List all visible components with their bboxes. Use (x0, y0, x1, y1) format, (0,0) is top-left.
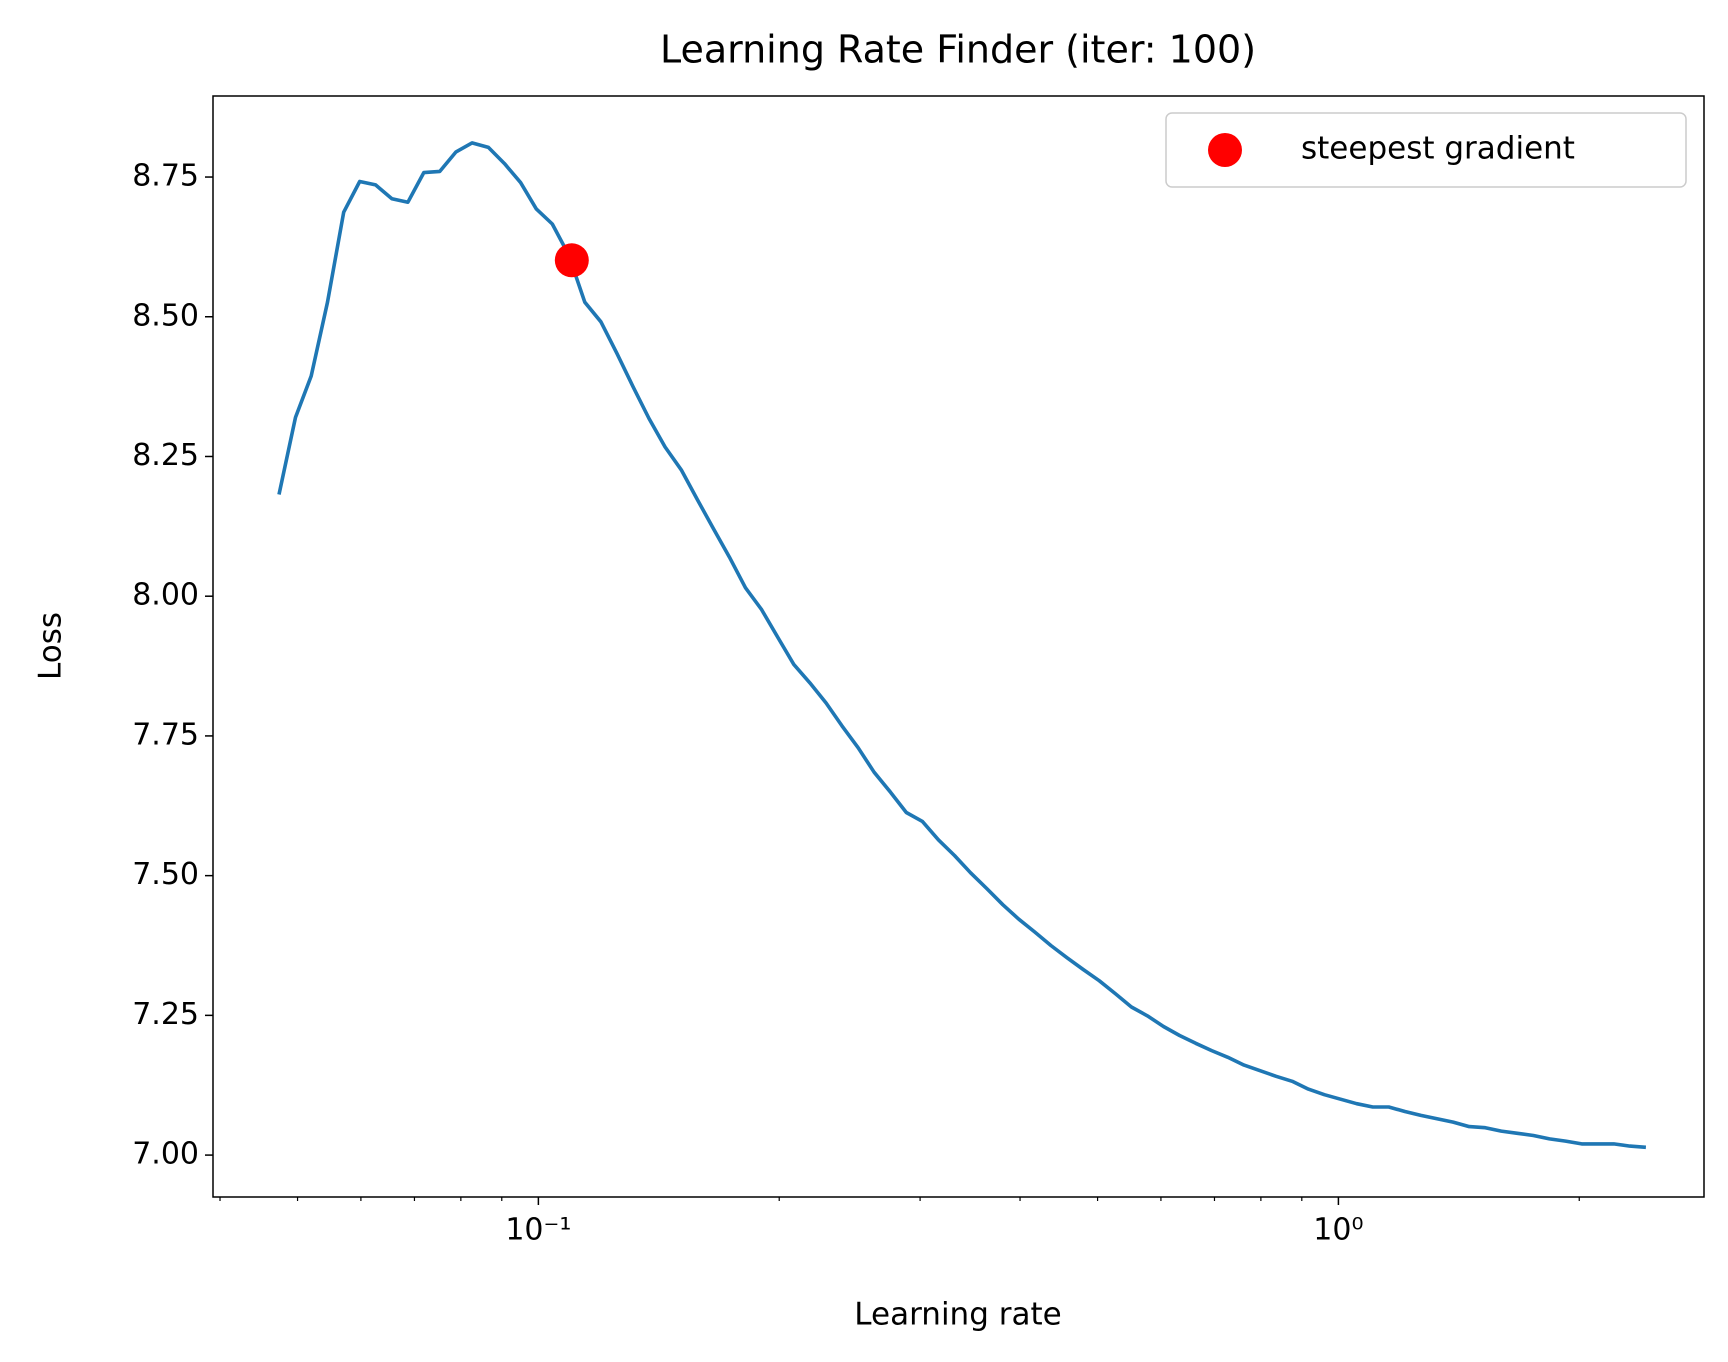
y-tick-label: 7.50 (132, 857, 199, 892)
y-tick-label: 8.25 (132, 438, 199, 473)
y-tick-label: 7.75 (132, 717, 199, 752)
legend-marker (1208, 133, 1242, 167)
x-axis-label: Learning rate (854, 1297, 1061, 1333)
legend-label: steepest gradient (1301, 131, 1575, 167)
y-tick-label: 8.75 (132, 159, 199, 194)
y-tick-label: 8.00 (132, 578, 199, 613)
x-tick-label: 10⁻¹ (505, 1213, 571, 1248)
plot-frame (212, 95, 1705, 1198)
x-tick-label: 10⁰ (1313, 1213, 1363, 1248)
y-tick-label: 7.25 (132, 997, 199, 1032)
chart-title: Learning Rate Finder (iter: 100) (660, 28, 1256, 72)
legend-box (1165, 112, 1687, 188)
loss-line (277, 141, 1647, 1150)
y-axis-label: Loss (33, 612, 69, 680)
y-tick-label: 7.00 (132, 1137, 199, 1172)
y-tick-label: 8.50 (132, 298, 199, 333)
marker-point (554, 243, 589, 278)
